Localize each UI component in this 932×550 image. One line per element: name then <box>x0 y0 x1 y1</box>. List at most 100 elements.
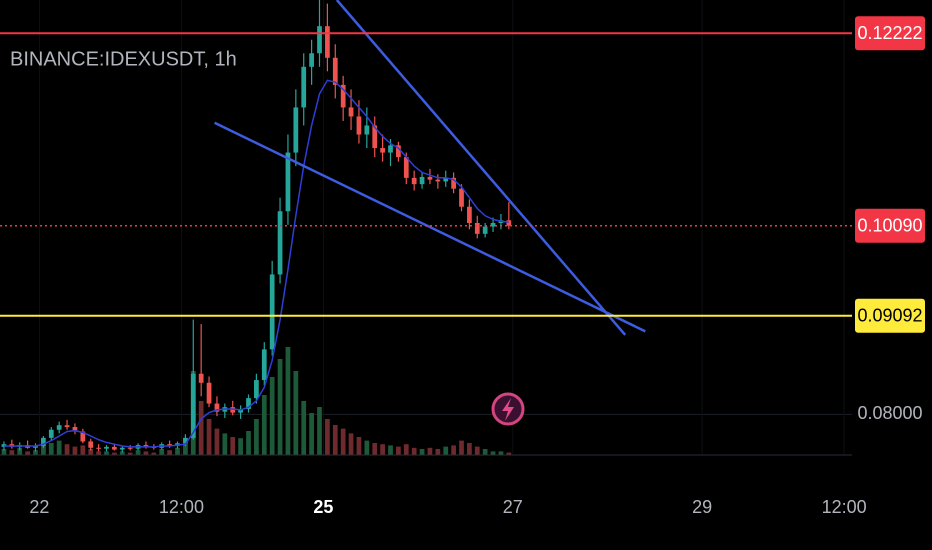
volume-bar <box>443 446 449 455</box>
volume-bar <box>285 347 291 455</box>
x-tick-label: 22 <box>29 497 49 517</box>
volume-bar <box>254 419 259 455</box>
volume-bar <box>214 428 220 455</box>
volume-bar <box>48 443 54 455</box>
candle-body <box>419 176 425 185</box>
volume-bar <box>490 451 496 455</box>
candle-body <box>403 157 409 178</box>
volume-bar <box>356 437 362 455</box>
price-label-box <box>855 16 925 51</box>
volume-bar <box>222 433 228 455</box>
lightning-icon <box>491 392 525 426</box>
candle-body <box>372 125 378 149</box>
price-label: 0.10090 <box>857 215 922 235</box>
volume-bar <box>72 446 78 455</box>
volume-bar <box>301 401 307 455</box>
candle-body <box>143 445 149 447</box>
volume-bar <box>119 451 125 455</box>
volume-bar <box>198 401 204 455</box>
candle-body <box>33 445 38 448</box>
price-axis: 0.08000 0.12222 0.10090 0.09092 <box>852 0 932 455</box>
candle-body <box>443 177 449 182</box>
candle-body <box>356 116 362 135</box>
candle-body <box>96 447 101 449</box>
volume-bar <box>230 437 236 455</box>
candle-body <box>380 148 385 153</box>
x-tick-label: 12:00 <box>822 497 867 517</box>
x-tick-label: 25 <box>313 497 333 517</box>
candle-body <box>285 152 291 212</box>
volume-bar <box>206 419 212 455</box>
candle-body <box>48 429 54 438</box>
candle-body <box>214 403 220 412</box>
volume-bar <box>325 419 330 455</box>
candle-body <box>183 437 188 444</box>
plot-area <box>0 0 852 455</box>
y-tick-label: 0.08000 <box>857 403 922 423</box>
volume-bar <box>159 449 165 455</box>
volume-bar <box>238 438 243 455</box>
price-label: 0.09092 <box>857 306 922 326</box>
volume-bar <box>41 445 46 455</box>
volume-bar <box>246 431 251 455</box>
candle-body <box>167 444 172 446</box>
candle-body <box>80 431 86 442</box>
candle-body <box>246 398 251 409</box>
volume-bar <box>104 451 109 455</box>
volume-bar <box>317 407 322 455</box>
volume-bar <box>380 444 385 455</box>
candle-body <box>396 145 401 158</box>
candle-body <box>482 226 488 234</box>
candle-body <box>190 373 196 438</box>
candle-body <box>206 382 212 404</box>
candle-body <box>119 447 125 450</box>
volume-bar <box>277 359 283 455</box>
candle-body <box>340 84 346 108</box>
candle-body <box>254 380 259 399</box>
candle-body <box>459 188 464 207</box>
volume-bar <box>348 433 354 455</box>
volume-bar <box>64 444 70 455</box>
candle-body <box>269 274 275 350</box>
price-label-box <box>855 298 925 333</box>
candle-body <box>427 176 433 180</box>
candle-body <box>435 179 441 182</box>
candle-body <box>261 349 267 381</box>
volume-bar <box>340 428 346 455</box>
candle-body <box>388 145 393 153</box>
trend-line <box>214 121 646 333</box>
volume-bar <box>9 450 15 455</box>
volume-bar <box>498 451 504 455</box>
volume-bar <box>96 451 101 455</box>
x-tick-label: 29 <box>692 497 712 517</box>
candle-body <box>41 437 46 446</box>
candle-body <box>467 206 472 223</box>
volume-bar <box>183 443 188 455</box>
volume-bar <box>474 446 480 455</box>
volume-bar <box>435 449 441 455</box>
moving-average <box>3 79 509 448</box>
volume-bar <box>1 449 7 455</box>
volume-bar <box>33 450 38 455</box>
candle-body <box>411 177 417 185</box>
volume-bar <box>17 447 23 455</box>
volume-bar <box>25 451 30 455</box>
candle-body <box>88 441 94 448</box>
volume-bar <box>135 450 141 455</box>
volume-bar <box>411 447 417 455</box>
candle-body <box>277 211 283 275</box>
candle-body <box>301 66 307 108</box>
candle-body <box>198 373 204 383</box>
chart-title: BINANCE:IDEXUSDT, 1h <box>10 48 237 70</box>
volume-bar <box>293 371 299 455</box>
volume-bar <box>80 445 86 455</box>
volume-bar <box>143 451 149 455</box>
candle-body <box>332 57 338 85</box>
volume-bar <box>388 445 393 455</box>
x-tick-label: 12:00 <box>159 497 204 517</box>
candle-body <box>64 425 70 428</box>
volume-bar <box>167 450 172 455</box>
volume-bar <box>112 452 117 455</box>
